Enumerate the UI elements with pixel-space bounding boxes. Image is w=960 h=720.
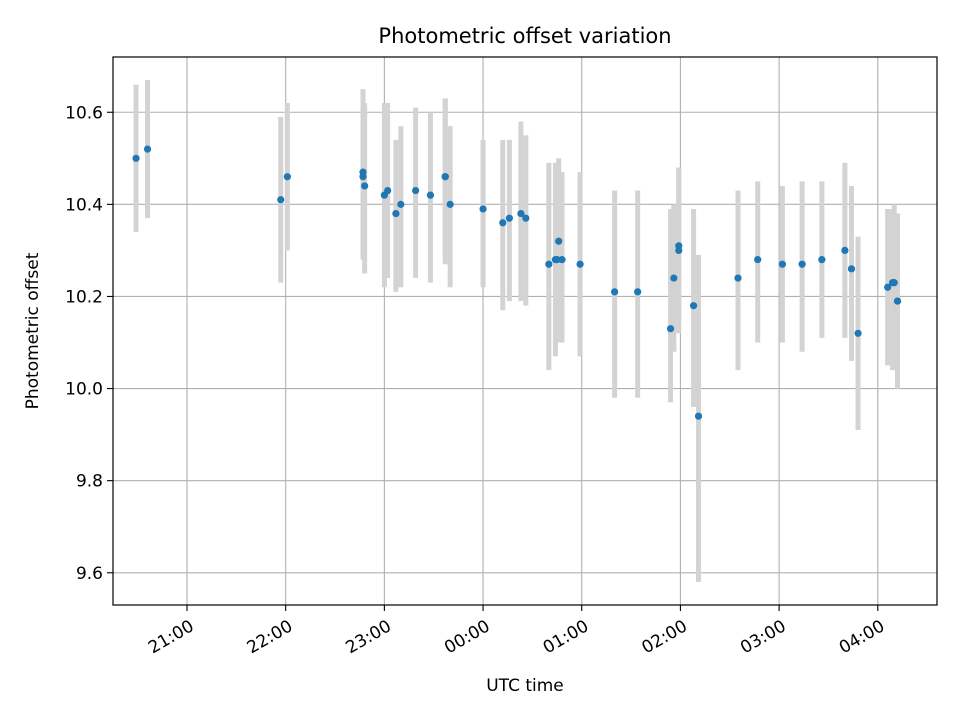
data-point xyxy=(734,274,742,282)
data-point xyxy=(818,256,826,264)
y-tick-label: 10.0 xyxy=(65,380,103,400)
chart-title: Photometric offset variation xyxy=(378,24,671,48)
data-point xyxy=(555,237,563,245)
data-point xyxy=(854,329,862,337)
data-point xyxy=(694,412,703,420)
data-point xyxy=(558,256,566,264)
data-point xyxy=(446,200,454,208)
data-point xyxy=(479,205,487,213)
y-tick-label: 10.4 xyxy=(65,195,103,215)
data-point xyxy=(754,256,762,264)
data-point xyxy=(384,186,392,195)
y-tick-label: 9.6 xyxy=(76,564,103,584)
data-point xyxy=(576,260,584,268)
y-tick-label: 10.6 xyxy=(65,103,103,123)
data-point xyxy=(412,186,420,195)
data-point xyxy=(143,145,152,153)
data-point xyxy=(505,214,513,222)
data-point xyxy=(634,288,642,296)
data-points xyxy=(132,145,902,420)
data-point xyxy=(666,325,675,333)
data-point xyxy=(397,200,405,208)
data-point xyxy=(359,168,367,176)
data-point xyxy=(283,173,291,181)
plot-frame xyxy=(112,56,938,606)
data-point xyxy=(441,173,449,181)
data-point xyxy=(890,279,898,287)
data-point xyxy=(426,191,435,199)
data-point xyxy=(670,274,678,282)
data-point xyxy=(517,209,525,218)
x-axis-label: UTC time xyxy=(486,676,564,696)
data-point xyxy=(132,154,140,162)
data-point xyxy=(689,302,698,310)
data-point xyxy=(778,260,786,268)
data-point xyxy=(522,214,530,222)
data-point xyxy=(841,246,849,255)
y-axis-ticks: 9.6 9.8 10.0 10.2 10.4 10.6 xyxy=(65,103,113,584)
data-point xyxy=(675,242,683,250)
data-point xyxy=(893,297,902,305)
data-point xyxy=(798,260,806,268)
data-point xyxy=(277,196,285,204)
data-point xyxy=(392,209,400,218)
data-point xyxy=(847,265,856,273)
y-axis-label: Photometric offset xyxy=(23,252,43,409)
data-point xyxy=(499,219,507,227)
data-point xyxy=(553,256,561,264)
data-point xyxy=(361,182,369,190)
data-point xyxy=(545,260,553,268)
data-point xyxy=(884,283,892,291)
y-tick-label: 9.8 xyxy=(76,472,103,492)
y-tick-label: 10.2 xyxy=(65,287,103,307)
data-point xyxy=(611,288,619,296)
